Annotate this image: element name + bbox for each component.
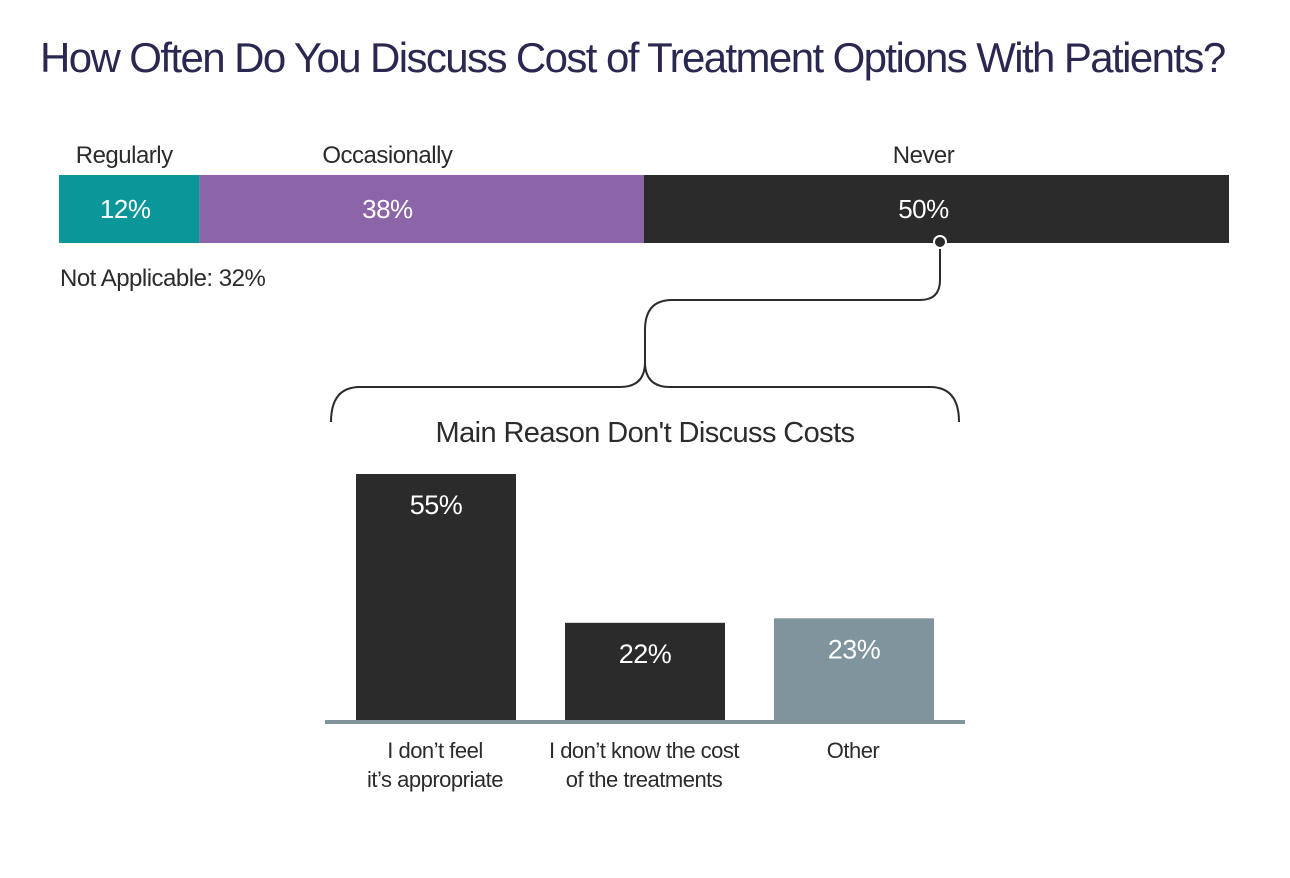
segment-value-regularly: 12% <box>100 194 151 224</box>
chart-title: How Often Do You Discuss Cost of Treatme… <box>40 34 1226 81</box>
stack-segments: Regularly 12% Occasionally 38% Never 50% <box>59 142 1229 243</box>
category-labels: I don’t feel it’s appropriate I don’t know… <box>367 738 880 792</box>
connector-line <box>330 242 960 423</box>
reason-bars: 55% 22% 23% <box>356 474 934 722</box>
reason-label-2-line-1: I don’t know the cost <box>549 738 739 763</box>
reason-label-2-line-2: of the treatments <box>566 767 723 792</box>
segment-never <box>644 175 1229 243</box>
stacked-bar-chart: Regularly 12% Occasionally 38% Never 50% Not … <box>59 142 1229 292</box>
reason-bar-value-2: 22% <box>619 639 672 669</box>
segment-value-occasionally: 38% <box>362 194 413 224</box>
not-applicable-note: Not Applicable: 32% <box>60 265 265 292</box>
reason-label-1-line-2: it’s appropriate <box>367 767 503 792</box>
reason-label-3-line-1: Other <box>827 738 880 763</box>
segment-label-occasionally: Occasionally <box>322 142 453 169</box>
reason-bar-3 <box>774 618 934 722</box>
reason-bar-1 <box>356 474 516 722</box>
subchart-title: Main Reason Don't Discuss Costs <box>436 417 855 449</box>
reason-bar-value-1: 55% <box>410 490 463 520</box>
segment-label-never: Never <box>893 142 955 169</box>
segment-regularly <box>59 175 200 243</box>
reason-bar-value-3: 23% <box>828 634 881 664</box>
reason-bar-2 <box>565 622 725 722</box>
segment-occasionally <box>199 175 644 243</box>
connector-dot <box>933 235 947 249</box>
reason-label-1-line-1: I don’t feel <box>387 738 483 763</box>
segment-label-regularly: Regularly <box>76 142 173 169</box>
segment-value-never: 50% <box>898 194 949 224</box>
